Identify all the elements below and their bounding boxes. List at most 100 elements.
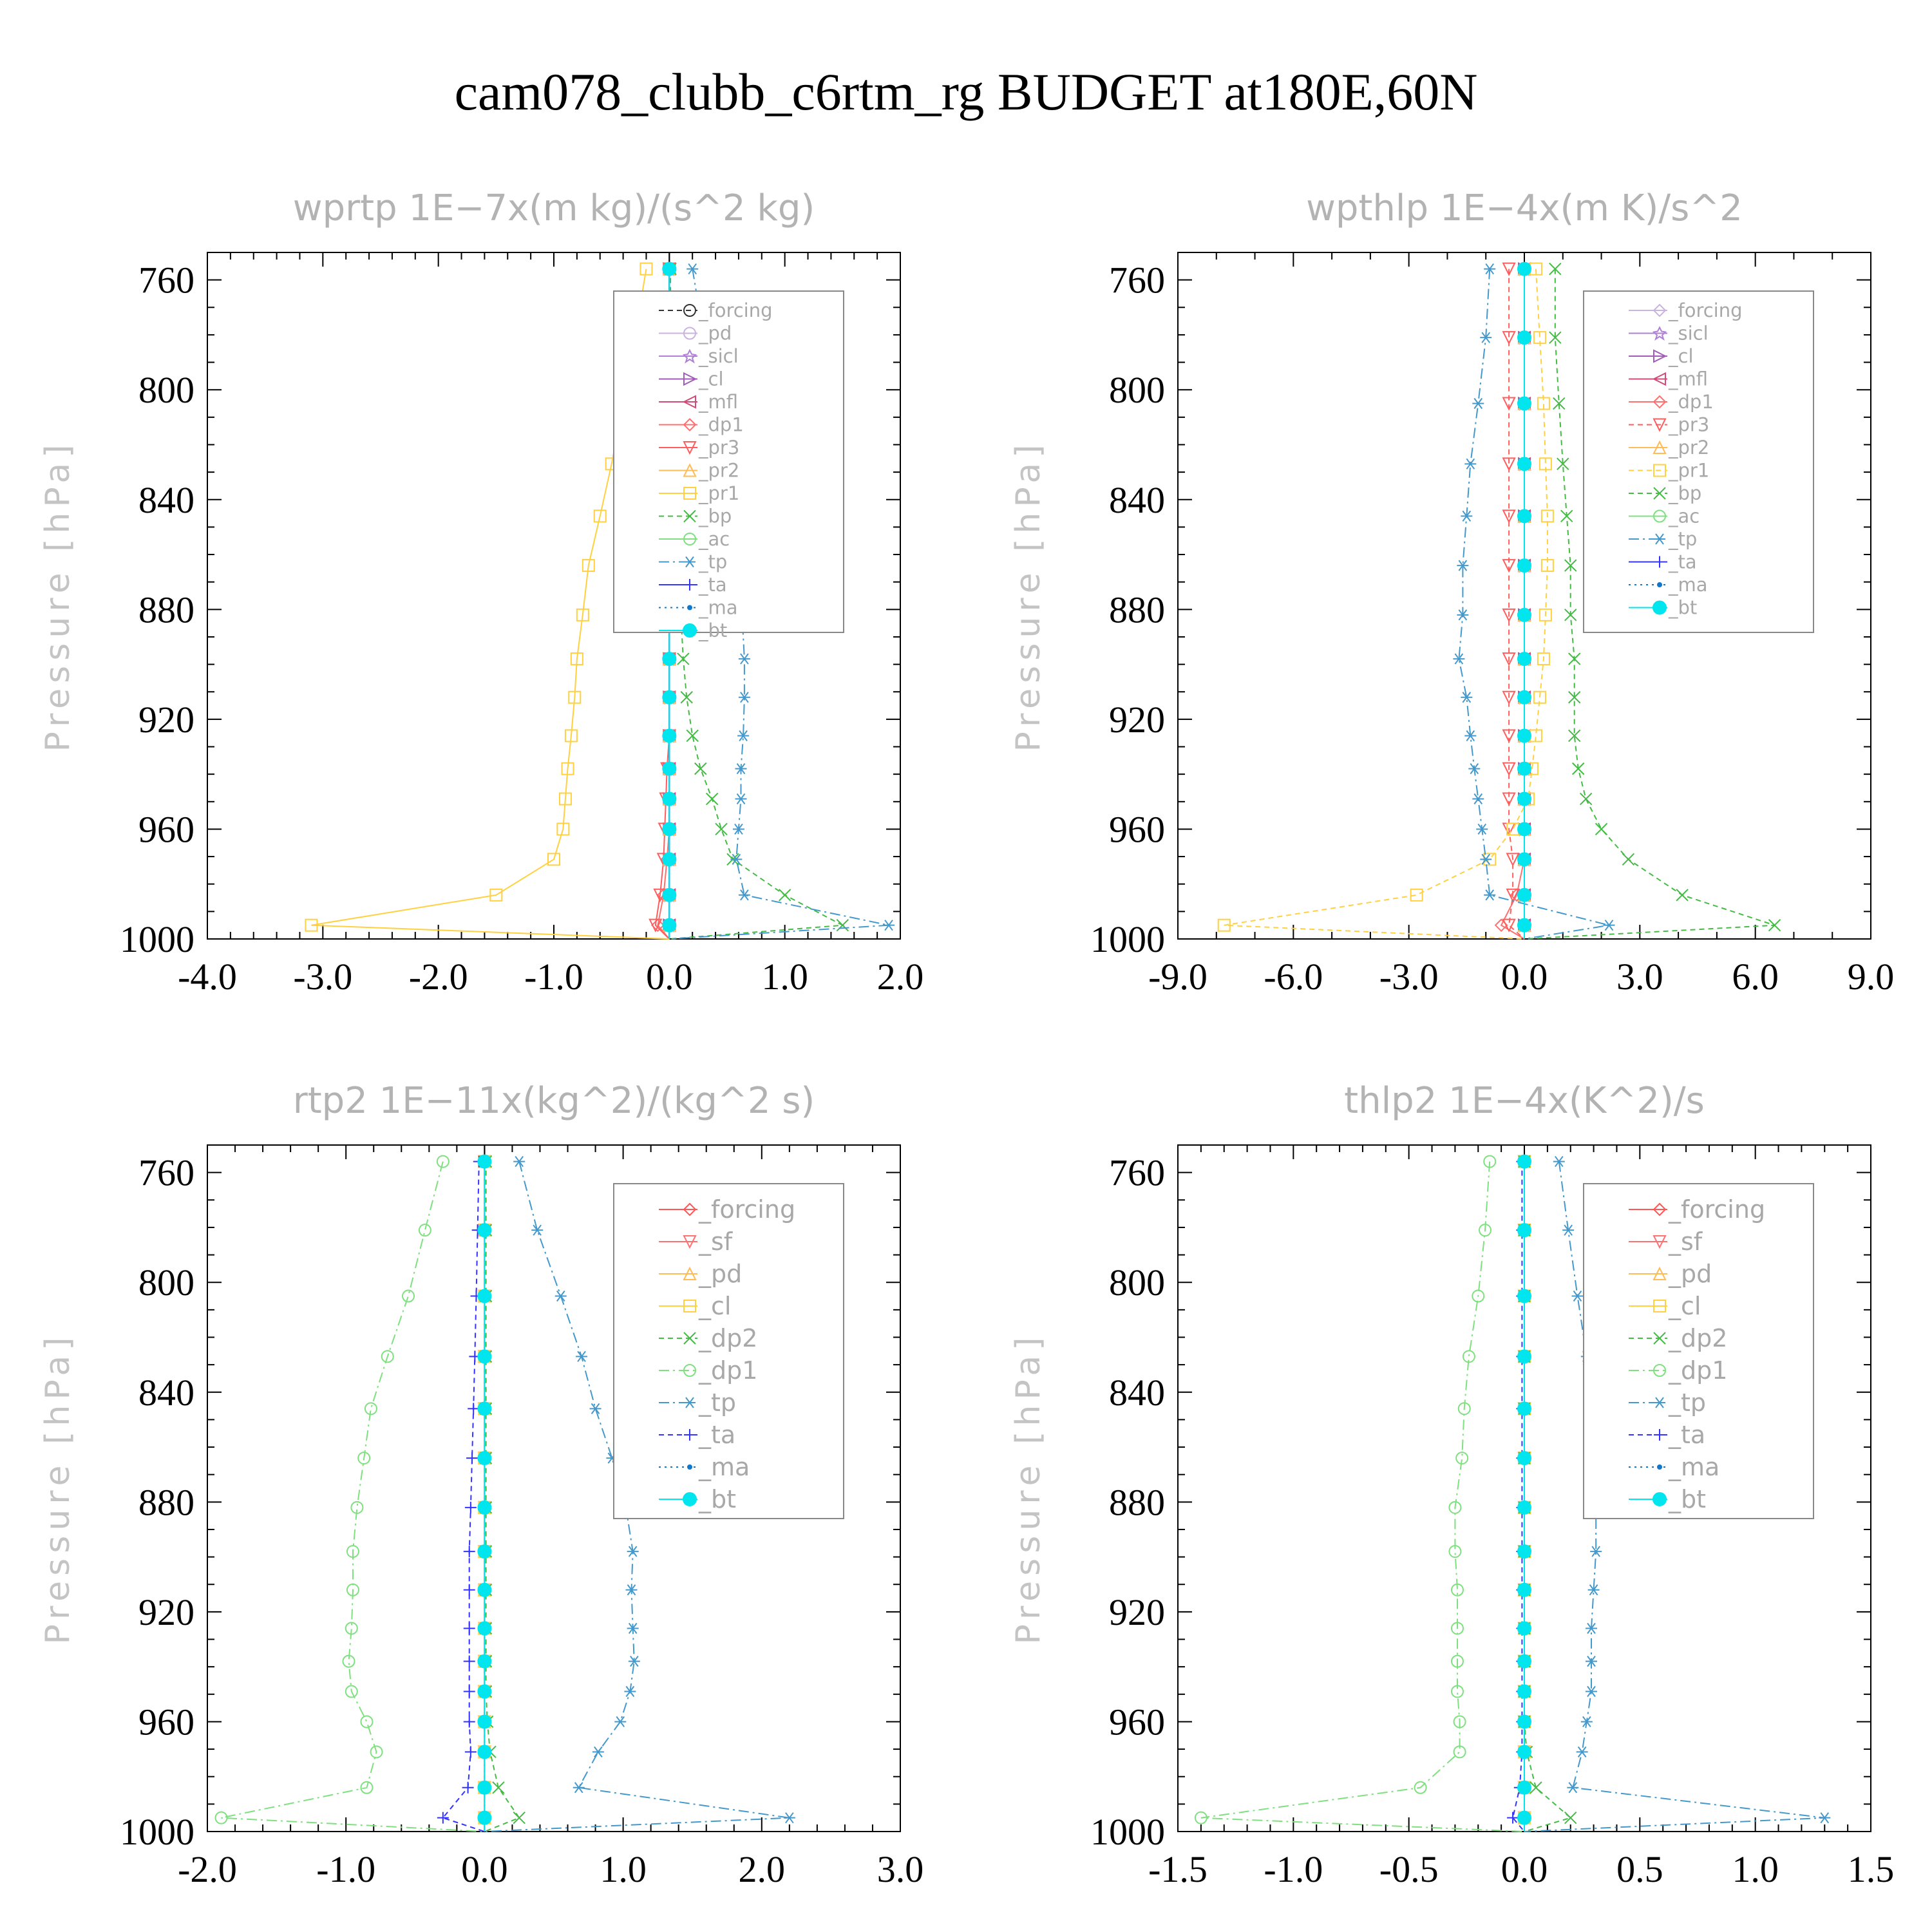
data-point: [1457, 609, 1469, 621]
data-point: [1537, 397, 1550, 410]
legend-marker: [1653, 418, 1667, 432]
legend-label: _ma: [698, 1453, 750, 1481]
data-point: [738, 889, 750, 901]
data-point: [1517, 1780, 1531, 1795]
series-dp1: [1194, 1155, 1525, 1832]
panel-title: thlp2 1E−4x(K^2)/s: [1344, 1080, 1705, 1122]
x-tick-label: 1.0: [1732, 1848, 1779, 1890]
legend-marker: [683, 1332, 696, 1345]
y-tick-label: 800: [1109, 369, 1165, 411]
y-tick-label: 960: [1109, 1701, 1165, 1743]
data-point: [513, 1155, 526, 1168]
data-point: [1517, 1289, 1531, 1303]
legend-marker: [683, 623, 697, 638]
legend-marker: [683, 1300, 696, 1312]
data-point: [1506, 888, 1520, 903]
data-point: [1502, 608, 1516, 623]
data-point: [1568, 691, 1581, 704]
x-tick-label: 3.0: [1616, 956, 1663, 998]
series-line: [221, 1161, 485, 1832]
legend-label: _ac: [698, 528, 730, 550]
data-point: [1517, 791, 1531, 806]
data-point: [576, 1350, 588, 1362]
legend-label: _forcing: [1668, 299, 1743, 321]
data-point: [1517, 261, 1531, 276]
legend-label: _pr3: [698, 437, 739, 459]
legend-label: _ta: [1668, 551, 1697, 573]
plot-frame: [207, 1144, 901, 1832]
y-tick-label: 920: [138, 699, 194, 741]
data-point: [778, 889, 791, 902]
x-tick-label: 0.0: [646, 956, 693, 998]
data-point: [1568, 652, 1581, 665]
x-tick-label: 2.0: [877, 956, 924, 998]
legend: _forcing _sf _pd _cl _dp2 _dp1 _tp _ta _ma _bt: [613, 1183, 844, 1519]
data-point: [492, 1781, 505, 1794]
data-point: [705, 792, 719, 806]
legend-label: _bt: [1668, 1485, 1706, 1513]
data-point: [214, 1811, 228, 1824]
data-point: [1568, 729, 1581, 743]
legend-label: _cl: [1668, 345, 1694, 367]
data-point: [1540, 559, 1554, 573]
data-point: [1557, 457, 1569, 471]
data-point: [1502, 652, 1516, 667]
series-dp2: [1518, 1155, 1577, 1832]
data-point: [1580, 1716, 1593, 1728]
y-tick-label: 1000: [120, 918, 194, 960]
data-point: [627, 1622, 639, 1634]
data-point: [402, 1289, 415, 1303]
x-tick-label: 1.5: [1848, 1848, 1895, 1890]
data-point: [624, 1685, 636, 1698]
data-point: [477, 1582, 492, 1597]
data-point: [477, 1289, 492, 1303]
legend-marker: [683, 1202, 697, 1217]
data-point: [1603, 920, 1615, 931]
legend-marker: [684, 556, 696, 568]
data-point: [1468, 763, 1481, 775]
data-point: [554, 1290, 567, 1302]
legend-label: _ma: [1668, 574, 1708, 596]
series-line: [1524, 1161, 1825, 1832]
data-point: [662, 822, 677, 837]
legend-label: _sf: [698, 1227, 734, 1256]
data-point: [1553, 397, 1566, 410]
data-point: [1517, 1714, 1531, 1729]
data-point: [1517, 918, 1531, 933]
data-point: [531, 1224, 544, 1236]
legend-marker: [1653, 1300, 1666, 1312]
series-line: [1224, 269, 1548, 940]
series-line: [1524, 1161, 1572, 1832]
data-point: [1579, 792, 1593, 806]
data-point: [370, 1745, 383, 1759]
panel-3: rtp2 1E−11x(kg^2)/(kg^2 s) 760 800 840 880 92…: [39, 1080, 923, 1890]
legend-box: [1583, 1183, 1814, 1519]
legend-marker: [1653, 1492, 1667, 1506]
legend-marker: [683, 304, 696, 317]
y-tick-label: 760: [138, 260, 194, 301]
data-point: [1484, 889, 1496, 901]
series-tp: [484, 1155, 795, 1832]
x-tick-label: 1.0: [600, 1848, 647, 1890]
series-line: [1500, 269, 1525, 940]
legend-marker: [684, 1429, 696, 1441]
legend-marker: [683, 463, 697, 477]
data-point: [1819, 1812, 1831, 1824]
data-point: [1549, 331, 1562, 344]
y-tick-label: 1000: [120, 1811, 194, 1853]
data-point: [1517, 457, 1531, 471]
data-point: [1472, 397, 1484, 410]
series-line: [1200, 1161, 1525, 1832]
y-tick-label: 800: [1109, 1262, 1165, 1303]
data-point: [1502, 690, 1516, 705]
legend-label: _ma: [1668, 1453, 1719, 1481]
legend-marker: [683, 1492, 697, 1506]
data-point: [1194, 1811, 1208, 1824]
legend-box: [1583, 290, 1814, 633]
data-point: [735, 793, 747, 805]
legend-marker: [1657, 1464, 1662, 1470]
legend-label: _dp1: [1668, 1356, 1727, 1385]
data-point: [627, 1546, 639, 1557]
data-point: [1517, 852, 1531, 867]
data-point: [360, 1781, 374, 1794]
